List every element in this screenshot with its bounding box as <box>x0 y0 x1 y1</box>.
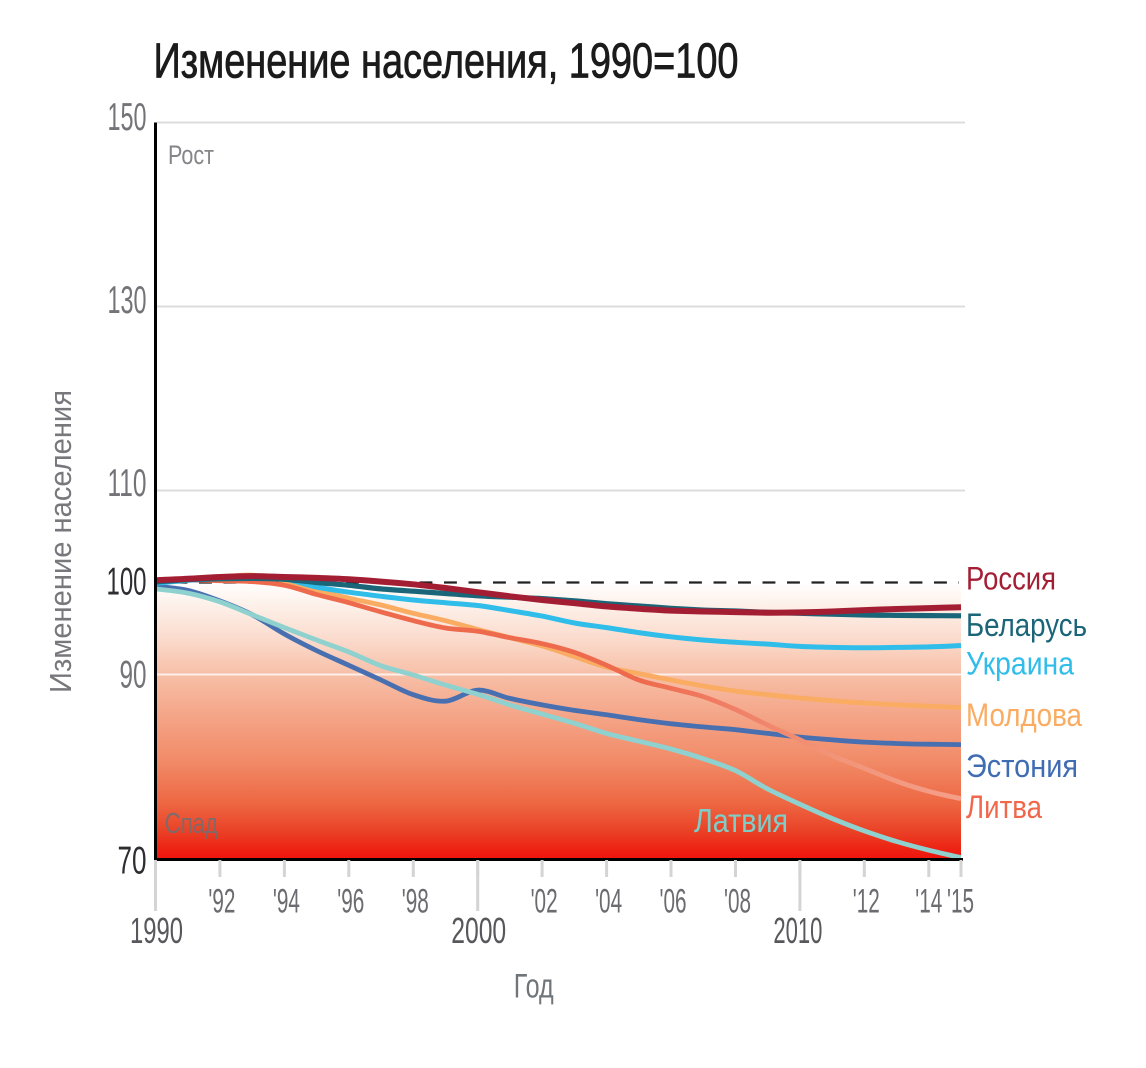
svg-text:'98: '98 <box>402 883 429 921</box>
svg-text:Латвия: Латвия <box>694 802 788 839</box>
svg-text:Спад: Спад <box>165 808 218 840</box>
svg-text:2010: 2010 <box>773 910 822 951</box>
svg-text:150: 150 <box>108 96 147 139</box>
svg-text:Эстония: Эстония <box>966 748 1078 784</box>
svg-text:'12: '12 <box>853 883 880 921</box>
svg-text:'14: '14 <box>915 883 942 921</box>
svg-text:70: 70 <box>118 840 147 883</box>
svg-text:1990: 1990 <box>130 910 183 951</box>
svg-text:Изменение населения, 1990=100: Изменение населения, 1990=100 <box>154 35 739 89</box>
svg-text:'08: '08 <box>724 883 751 921</box>
svg-text:'15: '15 <box>947 883 974 921</box>
svg-text:'94: '94 <box>273 883 300 921</box>
svg-text:'96: '96 <box>337 883 364 921</box>
svg-text:Литва: Литва <box>966 789 1042 825</box>
svg-text:90: 90 <box>120 653 147 696</box>
svg-text:Рост: Рост <box>168 140 214 170</box>
svg-text:'02: '02 <box>531 883 558 921</box>
svg-text:130: 130 <box>108 279 147 322</box>
svg-text:Изменение населения: Изменение населения <box>43 390 78 693</box>
svg-text:Беларусь: Беларусь <box>966 607 1087 643</box>
svg-text:'06: '06 <box>660 883 687 921</box>
svg-text:Молдова: Молдова <box>966 697 1082 733</box>
svg-text:Россия: Россия <box>966 560 1056 596</box>
svg-text:2000: 2000 <box>451 910 506 951</box>
svg-text:Год: Год <box>514 968 554 1006</box>
svg-text:110: 110 <box>108 462 147 505</box>
svg-text:100: 100 <box>107 561 147 604</box>
svg-text:'92: '92 <box>208 883 235 921</box>
svg-text:Украина: Украина <box>966 645 1074 681</box>
svg-text:'04: '04 <box>595 883 622 921</box>
